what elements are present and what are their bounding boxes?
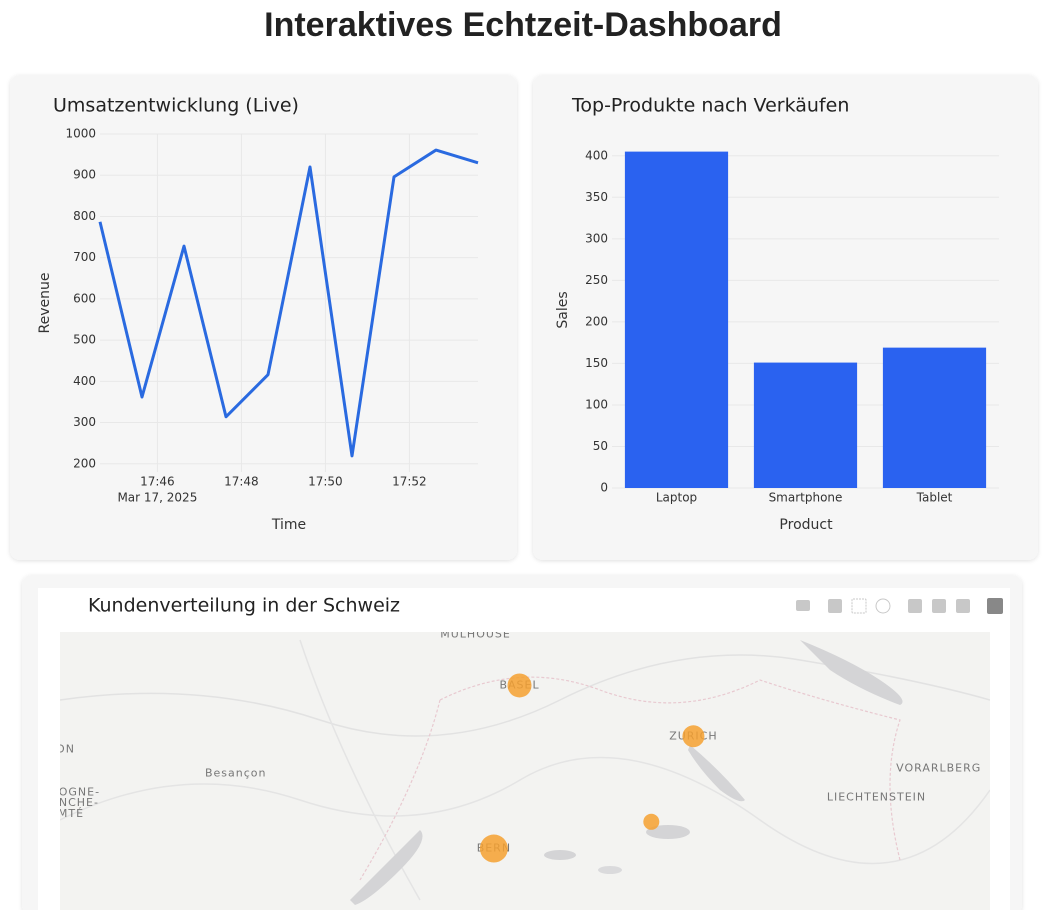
pan-button[interactable] (828, 599, 842, 613)
y-tick-label: 0 (600, 481, 608, 495)
y-tick-label: 200 (585, 314, 608, 328)
x-tick-label: 17:48 (224, 475, 259, 489)
modebar[interactable] (796, 598, 1003, 614)
place-label: LIECHTENSTEIN (827, 791, 926, 804)
y-tick-label: 300 (585, 231, 608, 245)
map-point (507, 673, 532, 698)
x-tick-label: Smartphone (769, 491, 843, 505)
x-tick-label: Laptop (656, 491, 697, 505)
x-tick-label: Tablet (916, 491, 953, 505)
page-title: Interaktives Echtzeit-Dashboard (264, 6, 782, 44)
bar (753, 362, 858, 488)
reset-button[interactable] (956, 599, 970, 613)
y-tick-label: 400 (585, 148, 608, 162)
chart-title: Umsatzentwicklung (Live) (53, 95, 299, 117)
x-tick-label: 17:46 (140, 475, 175, 489)
y-tick-label: 50 (593, 439, 608, 453)
zoom-in-button[interactable] (908, 599, 922, 613)
y-tick-label: 150 (585, 356, 608, 370)
bar (882, 347, 987, 488)
x-axis-title: Time (271, 517, 306, 533)
place-label: VORARLBERG (896, 761, 981, 774)
y-tick-label: 500 (73, 333, 96, 347)
x-tick-date: Mar 17, 2025 (117, 491, 197, 505)
y-tick-label: 350 (585, 190, 608, 204)
place-label: GOGNE- (49, 785, 100, 798)
y-tick-label: 700 (73, 250, 96, 264)
y-tick-label: 250 (585, 273, 608, 287)
basemap (60, 632, 990, 910)
chart-title: Kundenverteilung in der Schweiz (88, 595, 400, 617)
y-tick-label: 1000 (65, 127, 96, 141)
place-label: MULHOUSE (440, 628, 511, 641)
y-axis-title: Revenue (37, 273, 53, 334)
y-tick-label: 900 (73, 168, 96, 182)
y-axis-title: Sales (555, 291, 571, 328)
plotly-logo[interactable] (987, 598, 1003, 614)
place-label: Besançon (205, 767, 267, 780)
camera-button[interactable] (796, 600, 810, 611)
map-point (479, 834, 508, 863)
x-tick-label: 17:50 (308, 475, 343, 489)
y-tick-label: 800 (73, 209, 96, 223)
y-tick-label: 100 (585, 397, 608, 411)
place-label: MTÉ (58, 807, 84, 820)
y-tick-label: 400 (73, 374, 96, 388)
line (98, 148, 479, 458)
map-point (682, 725, 705, 748)
x-axis-title: Product (779, 517, 833, 533)
card (10, 75, 517, 560)
select-button[interactable] (851, 598, 867, 614)
place-label: ANCHE- (50, 796, 99, 809)
chart-title: Top-Produkte nach Verkäufen (571, 95, 849, 117)
bar (624, 151, 729, 489)
y-tick-label: 200 (73, 456, 96, 470)
y-tick-label: 300 (73, 415, 96, 429)
zoom-out-button[interactable] (932, 599, 946, 613)
x-tick-label: 17:52 (392, 475, 427, 489)
lasso-button[interactable] (875, 598, 891, 614)
y-tick-label: 600 (73, 291, 96, 305)
place-label: ON (56, 743, 75, 756)
map-point (643, 813, 660, 830)
